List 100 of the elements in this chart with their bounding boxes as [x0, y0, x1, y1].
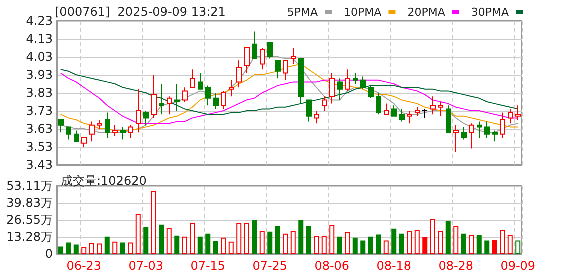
bar	[500, 230, 506, 254]
bar	[268, 232, 273, 254]
bar	[516, 240, 521, 254]
candlestick	[190, 69, 195, 88]
candlestick	[252, 31, 257, 60]
candlestick	[508, 108, 513, 124]
bar	[182, 236, 188, 254]
candlestick	[213, 92, 219, 110]
candlestick	[430, 96, 436, 116]
y-tick-label: 3.83	[26, 86, 53, 100]
y-tick-label: 3.43	[26, 158, 53, 172]
bar	[206, 234, 211, 254]
bar	[314, 236, 320, 254]
y-tick-label: 3.53	[26, 140, 53, 154]
candlestick	[159, 84, 164, 116]
candlestick	[415, 106, 420, 117]
bar	[322, 236, 327, 254]
candlestick	[492, 130, 498, 142]
candlestick	[198, 72, 203, 90]
chart-title: 成交量:102620	[61, 174, 147, 188]
candlestick	[151, 74, 157, 119]
candlestick	[360, 76, 366, 90]
legend-label: 10PMA	[344, 6, 382, 19]
bar	[476, 235, 482, 254]
candlestick	[205, 85, 211, 106]
candlestick	[229, 80, 234, 98]
y-tick-label: 3.63	[26, 122, 53, 136]
line-series	[60, 72, 519, 124]
y-tick-label: 4.23	[26, 14, 53, 28]
x-tick-label: 08-28	[438, 259, 474, 273]
bar	[461, 234, 466, 254]
bar	[469, 235, 474, 254]
candlestick	[477, 121, 482, 138]
candlestick	[136, 88, 141, 134]
legend-label: 5PMA	[287, 6, 319, 19]
bar	[228, 242, 234, 254]
bar	[492, 240, 498, 254]
bar	[74, 244, 79, 254]
candlestick	[143, 110, 149, 126]
candlestick	[314, 110, 319, 124]
candlestick	[267, 42, 273, 60]
bar	[66, 242, 72, 254]
y-tick-label: 39.83万	[6, 196, 53, 210]
candlestick	[500, 112, 505, 138]
candlestick	[484, 121, 490, 138]
bar	[454, 226, 459, 254]
bar	[174, 236, 180, 254]
candlestick	[391, 105, 397, 117]
y-tick-label: 3.73	[26, 104, 53, 118]
bar	[104, 236, 110, 254]
candlestick	[58, 120, 64, 134]
candlestick	[128, 124, 133, 138]
candlestick	[236, 60, 242, 88]
y-tick-label: 4.13	[26, 32, 53, 46]
bar	[484, 240, 490, 254]
y-tick-label: 3.93	[26, 68, 53, 82]
candlestick	[221, 90, 226, 110]
chart-title: [000761] 2025-09-09 13:21	[55, 5, 226, 19]
bar	[159, 224, 164, 254]
candlestick	[174, 84, 180, 112]
candlestick	[384, 103, 389, 116]
candlestick	[322, 96, 327, 112]
bar	[306, 226, 312, 254]
bar	[407, 231, 412, 254]
bar	[345, 232, 350, 254]
bar	[89, 243, 94, 254]
bar	[221, 238, 226, 254]
bar	[112, 242, 118, 254]
bar	[144, 226, 149, 254]
candlestick	[461, 126, 467, 140]
candlestick	[81, 138, 87, 148]
bar	[414, 230, 420, 254]
x-tick-label: 07-03	[128, 259, 164, 273]
bar	[352, 238, 358, 254]
candlestick	[291, 48, 296, 65]
bar	[446, 220, 451, 254]
candlestick	[298, 58, 304, 104]
bar	[244, 223, 250, 254]
bar	[260, 230, 265, 254]
candlestick	[66, 126, 71, 140]
candlestick	[399, 108, 405, 122]
x-tick-label: 07-25	[252, 259, 288, 273]
bar	[128, 242, 134, 254]
bar	[82, 247, 87, 254]
candlestick	[182, 87, 188, 102]
candlestick	[74, 130, 79, 142]
bar	[438, 231, 444, 254]
y-tick-label: 26.55万	[6, 213, 53, 228]
y-tick-label: 4.03	[26, 50, 53, 64]
bar	[58, 246, 64, 254]
bar	[97, 244, 102, 254]
x-tick-label: 07-15	[190, 259, 226, 273]
candlestick	[353, 72, 358, 84]
bar	[337, 236, 342, 254]
candlestick	[112, 124, 118, 137]
candlestick	[438, 102, 443, 117]
candlestick	[306, 100, 312, 122]
bar	[430, 219, 436, 254]
candlestick	[422, 108, 428, 119]
candlestick	[244, 48, 250, 74]
